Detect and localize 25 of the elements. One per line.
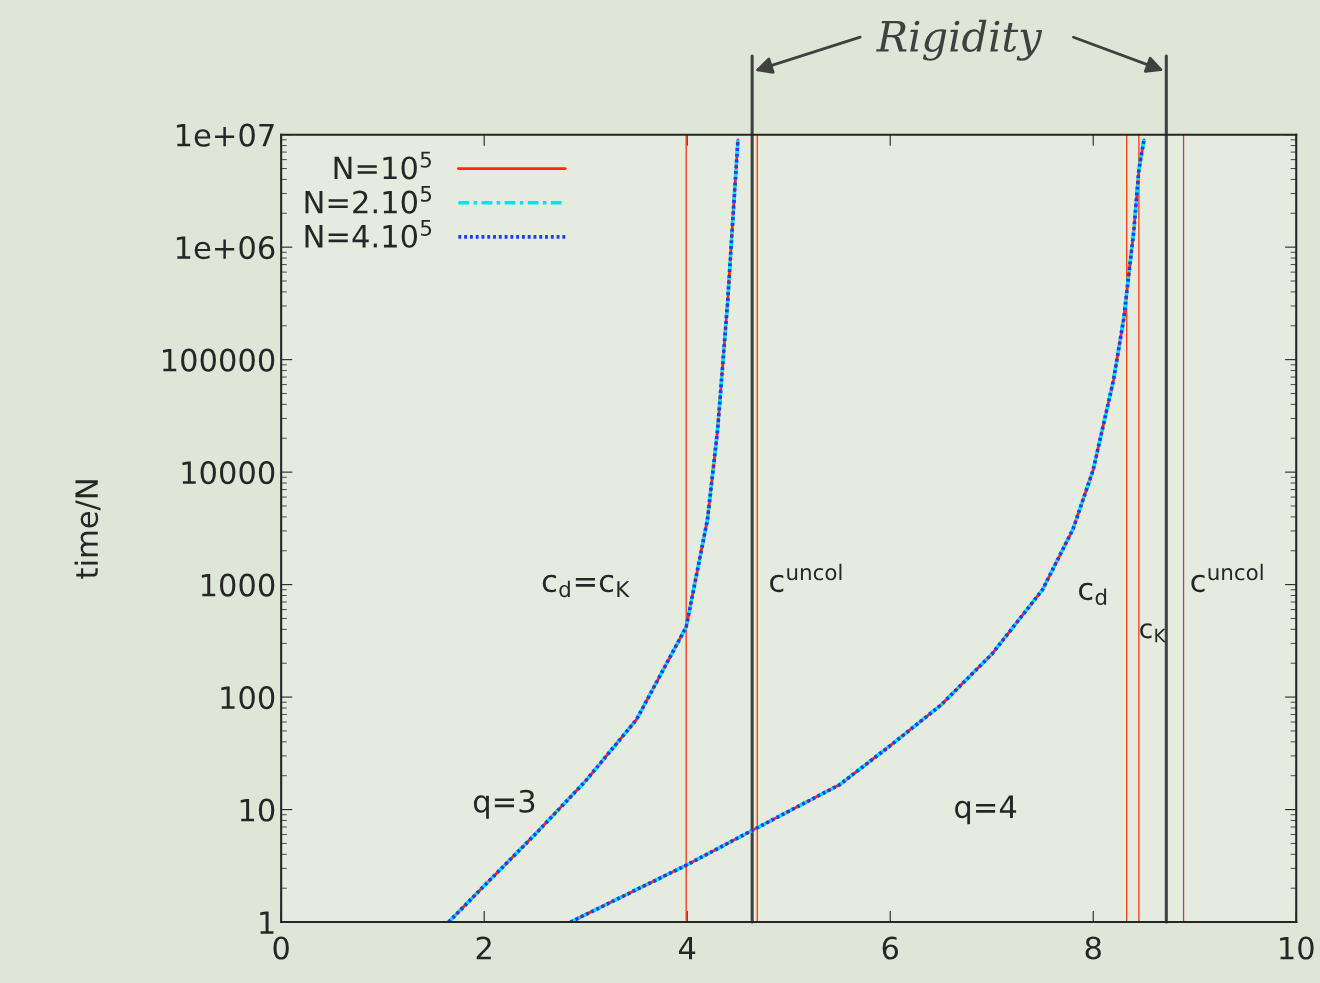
annotation: c$_{d}$=c$_{K}$	[542, 574, 630, 598]
y-tick-label: 100	[221, 686, 275, 710]
x-tick-label: 0	[273, 936, 289, 960]
legend-label: N=2.10$^{5}$	[305, 185, 432, 214]
annotation: c$^{uncol}$	[770, 563, 842, 593]
x-tick-label: 8	[1085, 936, 1101, 960]
annotation: c$_{d}$	[1079, 582, 1107, 606]
x-tick-label: 6	[882, 936, 898, 960]
annotation: q=4	[955, 795, 1017, 825]
y-tick-label: 1	[260, 911, 274, 934]
text: Rigidity	[876, 19, 1043, 61]
legend-label: N=10$^{5}$	[334, 151, 431, 180]
x-tick-label: 4	[678, 936, 696, 960]
y-tick-label: 1000	[201, 573, 275, 597]
y-tick-label: 1e+06	[176, 236, 275, 260]
annotation: q=3	[473, 789, 535, 819]
x-tick-label: 2	[476, 936, 491, 960]
y-tick-label: 1e+07	[176, 123, 274, 147]
y-tick-label: 10	[240, 798, 275, 822]
y-axis-title: time/N	[74, 480, 101, 579]
y-tick-label: 100000	[163, 348, 275, 372]
legend-label: N=4.10$^{5}$	[305, 220, 432, 248]
x-tick-label: 10	[1280, 936, 1314, 960]
y-tick-label: 10000	[182, 461, 275, 485]
annotation: c$^{uncol}$	[1191, 563, 1263, 593]
